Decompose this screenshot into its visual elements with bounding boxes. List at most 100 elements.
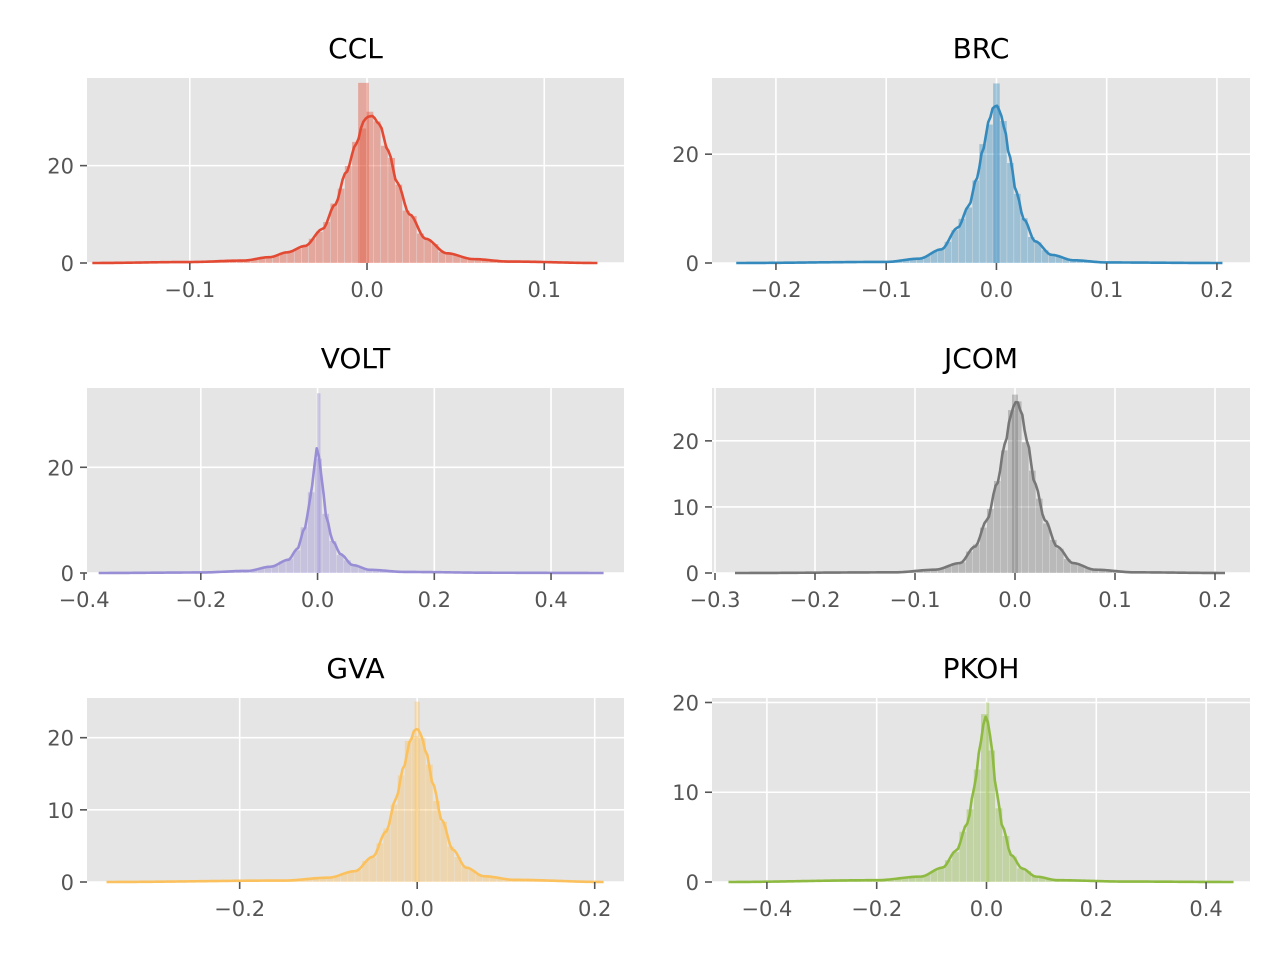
histogram-bar [1001, 450, 1008, 573]
kde-line [98, 447, 604, 575]
histogram-spike-bar [985, 702, 990, 882]
y-tick-label: 10 [47, 799, 74, 823]
subplot-title: GVA [326, 652, 384, 685]
histogram-bar [404, 741, 412, 882]
histogram-bar [402, 210, 410, 263]
histogram-bar [1024, 871, 1032, 882]
subplot-title: VOLT [321, 342, 391, 375]
histogram-bar [258, 257, 266, 263]
histogram-bar [337, 188, 345, 263]
x-tick-label: −0.3 [690, 588, 741, 612]
histogram-bar [902, 259, 910, 263]
histogram-bar [445, 253, 453, 263]
histogram-bar [272, 255, 280, 263]
histogram-bar [461, 866, 469, 882]
axes-background [712, 78, 1250, 263]
histogram-bar [981, 714, 988, 882]
histogram-bar [1021, 218, 1028, 263]
histogram-bar [937, 867, 945, 882]
histogram-bar [347, 871, 355, 882]
histogram-bar [1015, 401, 1022, 573]
histogram-bar [1009, 856, 1017, 882]
x-tick-label: 0.0 [980, 278, 1013, 302]
histogram-bar [475, 875, 483, 882]
x-tick-label: 0.2 [418, 588, 451, 612]
subplot-title: BRC [953, 32, 1010, 65]
histogram-bar [358, 567, 366, 573]
histogram-bar [1062, 258, 1070, 263]
histogram-bar [300, 527, 308, 573]
x-tick-label: 0.2 [1200, 278, 1233, 302]
histogram-bar [923, 255, 931, 263]
histogram-bar [959, 831, 967, 882]
axes-background [712, 388, 1250, 573]
histogram-bar [369, 857, 376, 882]
histogram-bar [944, 241, 952, 263]
kde-line [92, 114, 598, 265]
histogram-bar [395, 184, 403, 263]
histogram-bar [447, 846, 455, 882]
subplot-volt: −0.4 −0.2 0.0 0.2 0.4 0 20 VOLT [47, 342, 624, 612]
histogram-bar [909, 259, 917, 263]
histogram-bar [336, 555, 344, 573]
histogram-bar [1085, 568, 1092, 573]
histogram-bar [966, 551, 973, 573]
x-tick-label: −0.2 [750, 278, 801, 302]
x-tick-label: −0.2 [851, 897, 902, 921]
histogram-bar [1071, 562, 1078, 573]
x-tick-label: 0.4 [1189, 897, 1222, 921]
histogram-bar [993, 105, 1000, 264]
subplot-pkoh: −0.4 −0.2 0.0 0.2 0.4 0 10 20 PKOH [672, 652, 1250, 921]
histogram-bar [286, 558, 294, 573]
histogram-bar [988, 750, 996, 882]
histogram-bar [1002, 835, 1010, 882]
histogram-bar [901, 877, 909, 882]
x-tick-label: 0.1 [528, 278, 561, 302]
histogram-bar [916, 258, 924, 263]
histogram-bar [952, 852, 959, 882]
histogram-bar [908, 877, 916, 882]
histogram-bar [372, 570, 380, 573]
subplot-brc: −0.2 −0.1 0.0 0.1 0.2 0 20 BRC [672, 32, 1250, 302]
histogram-spike-bar [358, 82, 369, 263]
histogram-bar [426, 764, 433, 882]
x-tick-label: 0.2 [1198, 588, 1231, 612]
histogram-bar [251, 259, 258, 263]
histogram-bar [417, 233, 424, 263]
histogram-bar [1069, 260, 1077, 263]
y-tick-label: 0 [61, 871, 74, 895]
histogram-bar [454, 857, 462, 882]
histogram-bar [359, 128, 367, 263]
x-tick-label: 0.0 [350, 278, 383, 302]
histogram-bar [1050, 539, 1057, 573]
histogram-bar [322, 513, 330, 573]
histogram-bar [979, 144, 986, 263]
y-tick-label: 10 [672, 496, 699, 520]
x-tick-label: 0.0 [400, 897, 433, 921]
x-tick-label: 0.1 [1090, 278, 1123, 302]
histogram-spike-bar [316, 393, 321, 573]
histogram-bar [431, 244, 439, 263]
histogram-bar [1014, 193, 1021, 263]
axes-background [87, 698, 624, 882]
histogram-bar [489, 877, 497, 882]
y-tick-label: 20 [672, 143, 699, 167]
histogram-bar [329, 541, 337, 573]
histogram-bar [433, 801, 440, 882]
y-tick-label: 20 [47, 155, 74, 179]
histogram-bar [1064, 559, 1071, 573]
histogram-bar [1036, 498, 1043, 573]
histogram-bar [1078, 565, 1085, 573]
subplot-ccl: −0.1 0.0 0.1 0 20 CCL [47, 32, 624, 302]
histogram-bar [376, 843, 384, 882]
histogram-bar [1022, 442, 1029, 573]
histogram-bar [965, 207, 973, 263]
histogram-bar [1007, 163, 1014, 263]
histogram-bar [1048, 255, 1056, 263]
subplot-title: CCL [328, 32, 383, 65]
histogram-bar [467, 259, 475, 263]
histogram-bar [453, 254, 460, 263]
histogram-bar [937, 248, 945, 263]
histogram-bar [887, 879, 895, 882]
